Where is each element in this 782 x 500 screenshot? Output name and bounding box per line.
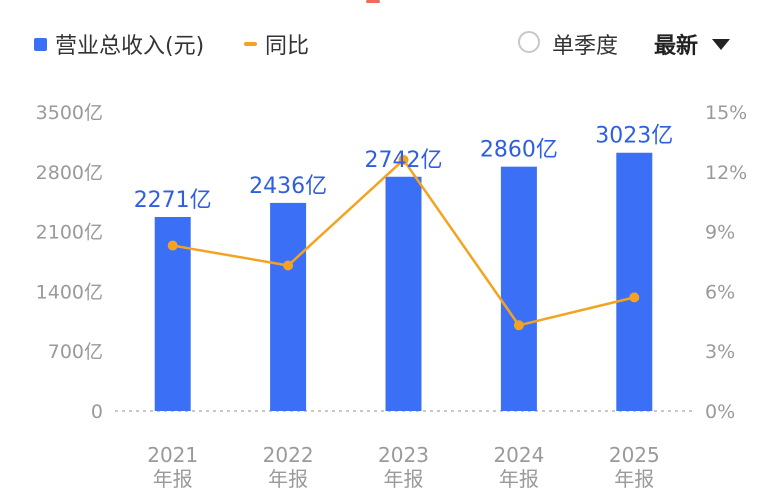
y-left-tick-label: 0 [91,401,103,423]
revenue-bar [270,202,307,411]
x-tick-label-type: 年报 [384,467,424,491]
revenue-data-label: 2436亿 [249,174,327,199]
y-right-tick-label: 3% [705,341,735,363]
x-tick-label-year: 2021 [147,443,198,467]
legend-yoy[interactable]: 同比 [244,28,309,60]
x-tick-label-type: 年报 [153,467,193,491]
chevron-down-icon [712,38,731,50]
revenue-bar [616,152,653,411]
x-tick-label-year: 2024 [493,443,544,467]
bar-swatch-icon [34,37,47,51]
x-tick-label-year: 2023 [378,443,429,467]
yoy-point [398,154,409,165]
single-quarter-label[interactable]: 单季度 [552,34,619,59]
x-tick-label-type: 年报 [268,467,308,491]
legend-yoy-label: 同比 [265,34,310,59]
revenue-data-label: 2860亿 [480,138,558,163]
x-tick-label-year: 2022 [263,443,314,467]
single-quarter-radio[interactable] [518,31,540,53]
legend-revenue[interactable]: 营业总收入(元) [34,28,204,60]
y-left-tick-label: 2100亿 [36,222,103,244]
revenue-bar [500,166,537,411]
y-left-tick-label: 2800亿 [36,162,103,184]
chart-toolbar: 营业总收入(元) 同比 单季度 最新 [0,0,782,90]
x-tick-label-year: 2025 [609,443,660,467]
active-tab-indicator [366,0,380,3]
y-right-tick-label: 0% [705,401,735,423]
yoy-point [629,292,640,303]
y-left-tick-label: 1400亿 [36,281,103,303]
x-tick-label-type: 年报 [499,467,539,491]
sort-dropdown-label: 最新 [654,34,699,59]
yoy-point [167,240,178,251]
x-tick-label-type: 年报 [614,467,654,491]
y-right-tick-label: 12% [705,162,747,184]
y-right-tick-label: 6% [705,281,735,303]
line-swatch-icon [244,42,257,46]
revenue-data-label: 2742亿 [365,148,443,173]
sort-dropdown[interactable]: 最新 [654,28,731,60]
revenue-data-label: 3023亿 [595,124,673,149]
yoy-point [513,320,524,331]
revenue-data-label: 2271亿 [134,188,212,213]
y-left-tick-label: 3500亿 [36,102,103,124]
y-right-tick-label: 15% [705,102,747,124]
revenue-bar [385,176,422,411]
legend-revenue-label: 营业总收入(元) [55,34,205,59]
y-right-tick-label: 9% [705,222,735,244]
y-left-tick-label: 700亿 [48,341,103,363]
yoy-point [283,260,294,271]
